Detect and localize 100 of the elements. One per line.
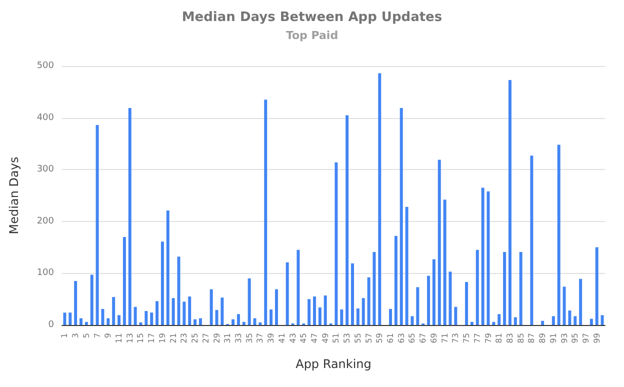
bar [274,289,278,325]
x-tick-label: 45 [299,333,308,344]
x-tick-label: 95 [570,333,580,344]
x-tick-label: 19 [158,333,167,344]
x-tick-label: 51 [332,333,341,344]
bar [346,115,349,325]
bar [372,252,376,325]
x-tick-label: 1 [60,333,70,338]
bar [530,156,534,325]
chart-subtitle: Top Paid [286,29,338,42]
x-tick-label: 23 [180,333,189,344]
x-tick-label: 61 [386,333,396,344]
bar [552,316,555,325]
bar [84,322,88,325]
x-tick-label: 69 [429,333,438,344]
bar [210,289,213,325]
bar [378,73,382,325]
bar [503,252,506,325]
bar [416,287,420,325]
x-tick-label: 83 [505,333,514,344]
x-tick-label: 9 [104,333,113,338]
bar [68,312,72,325]
x-tick-label: 25 [190,333,200,344]
bar [134,306,137,325]
x-tick-label: 17 [147,333,156,344]
x-tick-label: 63 [396,333,406,344]
y-tick-label: 500 [36,61,54,71]
bar [264,100,268,325]
bar [340,309,344,325]
x-tick-label: 33 [234,333,243,344]
bar [427,276,430,325]
x-tick-label: 97 [581,333,590,344]
bar [118,315,121,325]
bar [156,301,159,325]
bar [541,320,544,325]
x-tick-label: 91 [548,333,558,344]
x-tick-label: 7 [92,333,102,338]
x-tick-label: 73 [451,333,460,344]
bar [144,311,148,325]
bar [519,252,522,325]
bar [562,286,566,325]
bar [600,315,604,325]
y-tick-label: 300 [36,164,54,175]
bar [90,274,94,325]
x-tick-label: 39 [266,333,276,344]
x-tick-label: 93 [560,333,569,344]
x-tick-label: 11 [114,333,124,344]
y-tick-label: 100 [36,268,54,278]
bar [508,80,512,325]
bar [128,108,132,325]
x-tick-label: 35 [244,333,254,344]
bar [232,319,235,325]
bar [410,316,414,325]
bar [188,296,192,325]
bar [248,278,251,325]
bar [80,318,82,325]
bar [220,298,224,325]
x-tick-label: 57 [364,333,374,344]
bar [514,317,517,325]
bar [557,144,560,325]
bar [405,206,408,325]
bar [574,316,577,325]
x-tick-label: 65 [408,333,417,344]
x-tick-label: 5 [82,333,91,338]
bar [194,319,197,325]
bar [172,298,175,325]
bar [476,250,479,325]
y-tick-label: 200 [36,216,54,226]
bar [568,310,572,325]
bar [74,280,78,325]
x-tick-label: 81 [494,333,504,344]
bar [443,200,446,325]
bar [286,262,289,325]
x-tick-label: 87 [527,333,536,344]
bar [579,278,582,325]
bar [112,297,116,325]
bar [150,312,154,325]
bar [356,308,360,325]
bar [182,302,186,325]
bar [160,242,164,325]
x-tick-label: 27 [201,333,210,344]
x-tick-label: 13 [125,333,134,344]
bar [389,308,392,325]
x-tick-label: 85 [516,333,526,344]
bar [438,160,441,325]
bar [101,308,104,325]
bar [122,236,126,325]
bar [63,312,66,325]
bar [590,318,593,325]
x-tick-label: 31 [223,333,232,344]
x-tick-label: 77 [472,333,482,344]
chart-title: Median Days Between App Updates [182,10,442,25]
bar [481,188,484,325]
bar [351,263,354,325]
x-tick-label: 41 [277,333,286,344]
x-tick-label: 37 [256,333,265,344]
x-tick-label: 43 [288,333,298,344]
x-tick-label: 67 [418,333,428,344]
bar [242,322,246,325]
x-tick-label: 71 [440,333,450,344]
